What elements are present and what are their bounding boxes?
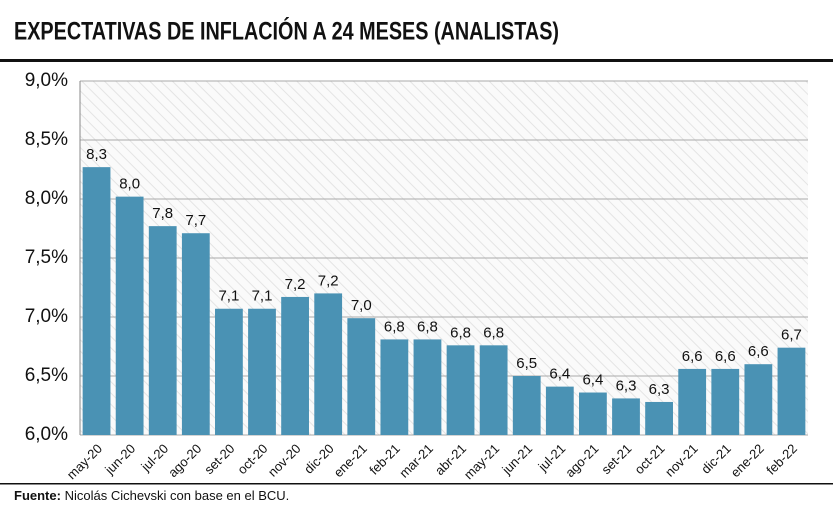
y-tick-label: 6,5% [25, 365, 68, 386]
x-tick-label: set-20 [201, 441, 237, 477]
bar [314, 293, 343, 435]
x-tick-label: nov-20 [265, 441, 304, 480]
value-label: 6,8 [384, 318, 405, 335]
source-label: Fuente: [14, 488, 61, 503]
value-label: 6,4 [549, 366, 570, 383]
y-tick-label: 7,5% [25, 247, 68, 268]
bar [545, 386, 574, 435]
bar [446, 345, 475, 435]
bar [115, 196, 144, 435]
x-tick-label: ago-21 [562, 441, 601, 480]
x-tick-label: mar-21 [396, 441, 436, 481]
bar [612, 398, 640, 435]
value-label: 6,5 [516, 355, 537, 372]
x-tick-label: jun-20 [101, 441, 138, 478]
x-tick-label: may-21 [461, 441, 502, 482]
bar [347, 318, 376, 435]
value-label: 8,0 [119, 176, 140, 193]
bar [82, 167, 111, 435]
value-label: 6,6 [715, 348, 736, 365]
bar [148, 226, 177, 435]
value-label: 6,7 [781, 327, 802, 344]
bar [281, 296, 309, 435]
value-label: 6,8 [483, 324, 504, 341]
x-tick-label: oct-20 [234, 441, 270, 477]
value-label: 6,8 [450, 324, 471, 341]
y-tick-label: 9,0% [25, 70, 68, 91]
bar [579, 392, 607, 435]
y-tick-label: 7,0% [25, 306, 68, 327]
value-label: 7,1 [252, 288, 273, 305]
y-tick-label: 6,0% [25, 424, 68, 445]
x-tick-label: ago-20 [165, 441, 204, 480]
bar [181, 233, 210, 435]
bar [777, 347, 806, 435]
bar [744, 364, 773, 435]
x-tick-label: may-20 [64, 441, 105, 482]
x-tick-label: ene-22 [728, 441, 767, 480]
x-tick-label: jun-21 [498, 441, 535, 478]
bar [248, 308, 276, 435]
x-tick-label: ene-21 [331, 441, 370, 480]
value-label: 7,8 [152, 205, 173, 222]
bar [215, 308, 243, 435]
x-tick-label: set-21 [598, 441, 634, 477]
value-label: 7,2 [285, 276, 306, 293]
x-tick-label: nov-21 [662, 441, 701, 480]
bar [678, 368, 707, 435]
bar [645, 401, 673, 435]
source: Fuente: Nicolás Cichevski con base en el… [14, 488, 289, 503]
bar [380, 339, 409, 435]
bar [479, 345, 508, 435]
y-tick-label: 8,0% [25, 188, 68, 209]
x-tick-label: oct-21 [631, 441, 667, 477]
value-label: 7,2 [318, 272, 339, 289]
footer-rule [0, 483, 833, 485]
value-label: 6,3 [616, 377, 637, 394]
bar [413, 339, 442, 435]
source-text: Nicolás Cichevski con base en el BCU. [65, 488, 290, 503]
bar [512, 376, 541, 435]
value-label: 6,6 [682, 348, 703, 365]
value-label: 6,8 [417, 318, 438, 335]
y-tick-label: 8,5% [25, 129, 68, 150]
chart-title: EXPECTATIVAS DE INFLACIÓN A 24 MESES (AN… [14, 16, 559, 46]
x-tick-label: feb-22 [763, 441, 800, 478]
value-label: 7,7 [185, 212, 206, 229]
value-label: 8,3 [86, 146, 107, 163]
value-label: 6,6 [748, 343, 769, 360]
value-label: 7,1 [218, 288, 239, 305]
value-label: 7,0 [351, 297, 372, 314]
value-label: 6,3 [649, 381, 670, 398]
bar [711, 368, 740, 435]
title-rule [0, 59, 833, 62]
value-label: 6,4 [582, 371, 603, 388]
